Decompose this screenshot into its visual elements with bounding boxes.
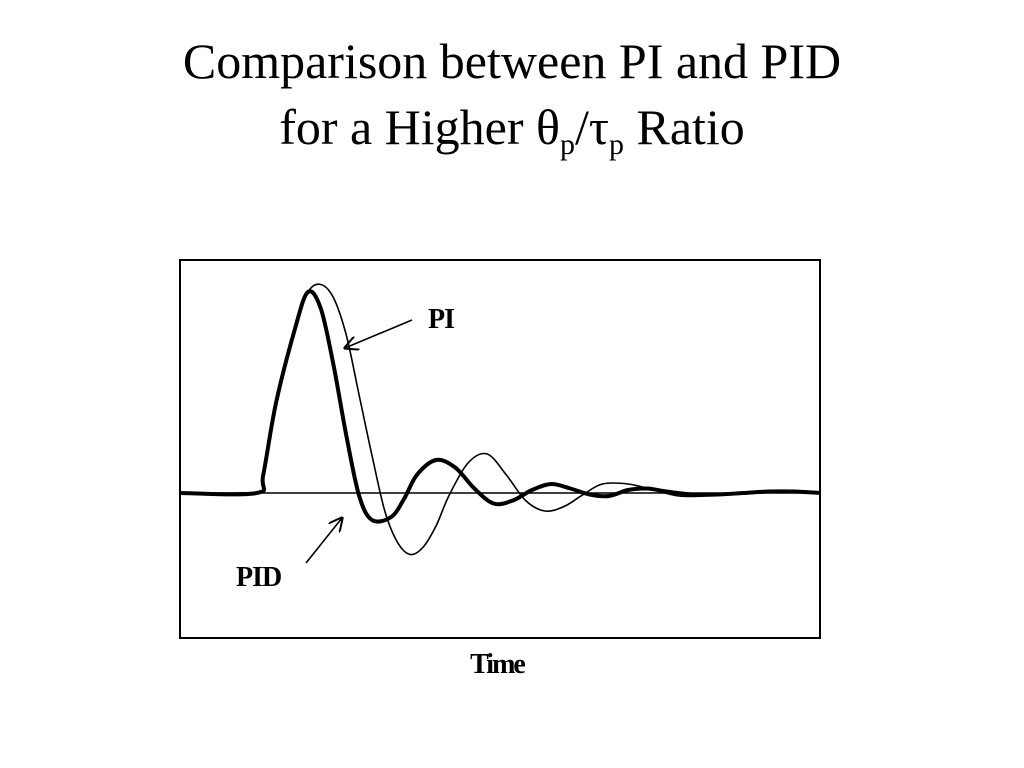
theta-subscript: p xyxy=(559,128,575,161)
theta-symbol: θ xyxy=(536,99,560,155)
series-line-pi xyxy=(179,283,821,556)
x-axis-label: Time xyxy=(470,649,525,680)
tau-subscript: p xyxy=(608,128,624,161)
pid-series-label: PID xyxy=(236,562,281,593)
tau-symbol: τ xyxy=(588,99,609,155)
title-line-2-suffix: Ratio xyxy=(623,99,745,155)
series-layer xyxy=(179,283,821,556)
title-line-1: Comparison between PI and PID xyxy=(182,33,842,89)
slide-title: Comparison between PI and PID for a High… xyxy=(0,28,1024,160)
slash-symbol: / xyxy=(574,99,589,155)
title-line-2-prefix: for a Higher xyxy=(279,99,537,155)
pi-annotation-arrow xyxy=(345,319,413,348)
pi-series-label: PI xyxy=(428,304,454,335)
plot-frame xyxy=(179,259,821,639)
pid-annotation-arrow xyxy=(305,518,342,564)
title-line-2: for a Higher θp/τp Ratio xyxy=(0,94,1024,160)
